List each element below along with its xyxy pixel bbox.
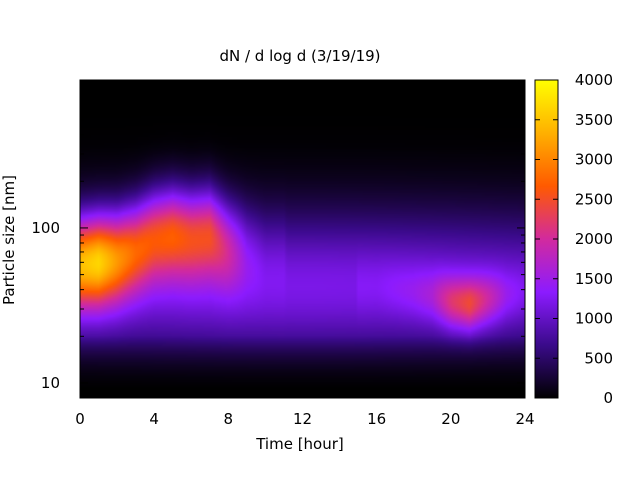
colorbar-tick-label: 3500 [575, 111, 613, 129]
colorbar-tick-label: 2000 [575, 230, 613, 248]
x-tick-label: 12 [293, 410, 312, 428]
colorbar-tick-label: 2500 [575, 190, 613, 208]
y-axis: 10 100 [31, 87, 525, 392]
x-axis: 0 4 8 12 16 20 24 [75, 80, 535, 428]
colorbar-tick-label: 3000 [575, 151, 613, 169]
x-tick-label: 4 [149, 410, 159, 428]
colorbar-tick-label: 0 [603, 389, 613, 407]
y-tick-label: 100 [31, 219, 60, 237]
x-tick-label: 0 [75, 410, 85, 428]
x-tick-label: 20 [441, 410, 460, 428]
x-tick-label: 8 [224, 410, 234, 428]
y-tick-label: 10 [41, 374, 60, 392]
x-axis-label: Time [hour] [255, 435, 344, 453]
colorbar-tick-label: 1000 [575, 310, 613, 328]
heatmap-image [80, 80, 525, 398]
y-axis-label: Particle size [nm] [0, 175, 18, 305]
colorbar-axis: 0 500 1000 1500 2000 2500 3000 3500 4000 [535, 71, 613, 407]
x-tick-label: 16 [367, 410, 386, 428]
chart-title: dN / d log d (3/19/19) [219, 47, 380, 65]
colorbar-tick-label: 4000 [575, 71, 613, 89]
colorbar-tick-label: 500 [584, 349, 613, 367]
colorbar-tick-label: 1500 [575, 270, 613, 288]
x-tick-label: 24 [515, 410, 534, 428]
